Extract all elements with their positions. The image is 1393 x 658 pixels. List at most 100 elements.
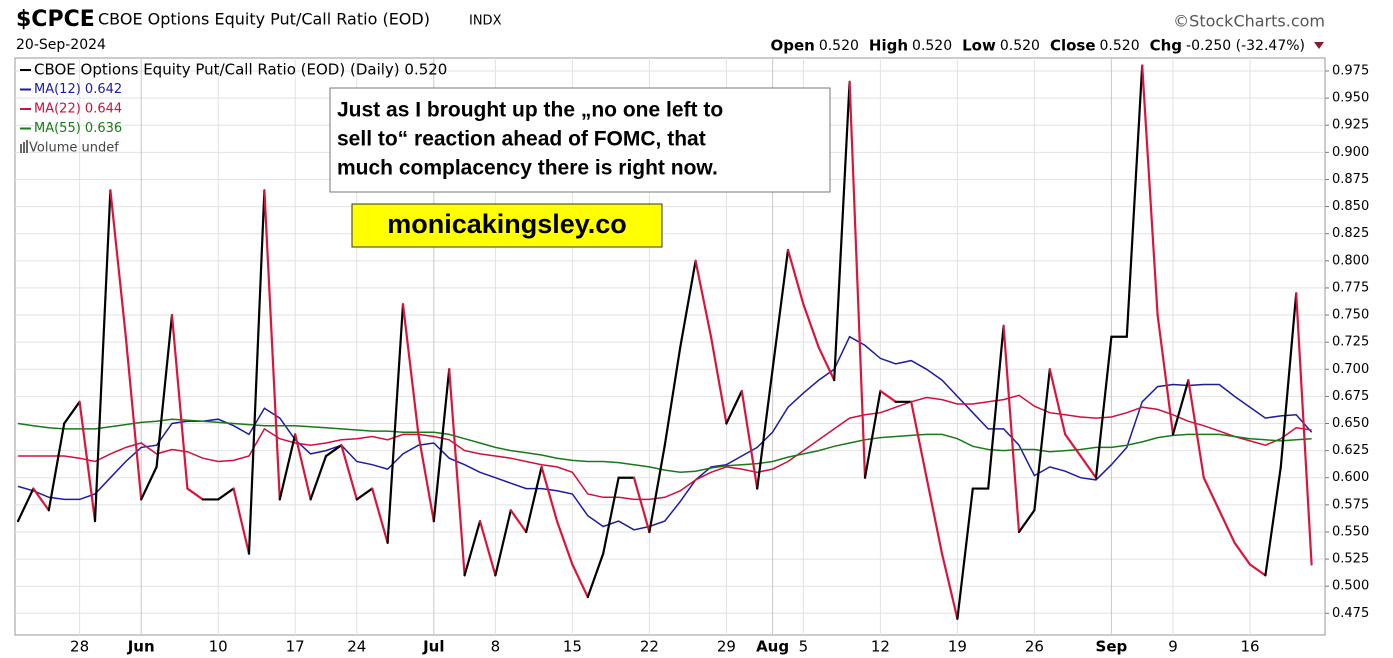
price-segment (1125, 64, 1144, 338)
legend-label: MA(55) 0.636 (34, 121, 122, 136)
price-segment (863, 389, 882, 479)
quote-label: Open (770, 37, 814, 55)
price-segment (1064, 433, 1082, 458)
y-tick-label: 0.725 (1332, 335, 1369, 350)
price-segment (879, 389, 897, 403)
x-tick-label: 26 (1025, 638, 1044, 656)
x-tick-label: Jul (422, 638, 444, 656)
price-segment (679, 259, 697, 349)
legend-label: CBOE Options Equity Put/Call Ratio (EOD)… (34, 61, 447, 79)
date: 20-Sep-2024 (16, 37, 106, 53)
x-tick-label: 19 (948, 638, 967, 656)
price-segment (1156, 313, 1175, 436)
legend-label: Volume undef (29, 141, 119, 156)
price-segment (93, 189, 112, 523)
price-segment (925, 476, 944, 555)
price-segment (32, 487, 50, 512)
price-segment (663, 346, 682, 447)
price-segment (386, 303, 405, 544)
x-tick-label: 29 (717, 638, 736, 656)
price-segment (494, 509, 512, 577)
price-segment (309, 454, 328, 501)
volume-icon (23, 142, 25, 153)
x-tick-label: 5 (799, 638, 809, 656)
price-segment (1002, 324, 1021, 534)
price-segment (432, 368, 451, 523)
price-segment (1033, 368, 1051, 512)
x-tick-label: 28 (70, 638, 89, 656)
ma-line (17, 418, 1312, 474)
price-segment (478, 520, 497, 577)
y-tick-label: 0.675 (1332, 389, 1369, 404)
price-segment (725, 389, 743, 425)
x-tick-label: 16 (1240, 638, 1259, 656)
quote-label: High (869, 37, 908, 55)
y-tick-label: 0.750 (1332, 308, 1369, 323)
ma-line (18, 394, 1312, 501)
price-segment (817, 346, 836, 382)
legend: CBOE Options Equity Put/Call Ratio (EOD)… (20, 61, 447, 156)
watermark: monicakingsley.co (387, 209, 627, 239)
price-segment (956, 487, 974, 620)
price-segment (848, 80, 867, 479)
price-segment (1218, 509, 1236, 544)
x-tick-label: 15 (563, 638, 582, 656)
price-segment (170, 313, 189, 490)
price-segment (1202, 476, 1221, 512)
price-segment (355, 487, 374, 501)
y-tick-label: 0.550 (1332, 524, 1369, 539)
y-tick-label: 0.500 (1332, 579, 1369, 594)
y-tick-label: 0.600 (1332, 470, 1369, 485)
price-segment (571, 563, 589, 599)
y-tick-label: 0.650 (1332, 416, 1369, 431)
price-segment (987, 324, 1005, 490)
price-segment (78, 400, 97, 523)
x-tick-label: 8 (491, 638, 501, 656)
y-tick-label: 0.875 (1332, 172, 1369, 187)
price-segment (1279, 292, 1298, 468)
price-segment (1187, 379, 1205, 479)
price-segment (1079, 454, 1098, 479)
x-tick-label: Sep (1096, 638, 1128, 656)
annotation: Just as I brought up the „no one left to… (337, 99, 723, 180)
price-segment (632, 476, 651, 534)
quote-label: Low (962, 37, 996, 55)
price-segment (648, 444, 666, 534)
quote: -0.250 (-32.47%)Chg0.520Close0.520Low0.5… (770, 37, 1305, 55)
ma-line (17, 335, 1313, 531)
price-segment (247, 189, 266, 555)
y-tick-label: 0.925 (1332, 118, 1369, 133)
quote-value: 0.520 (912, 38, 952, 54)
y-tick-label: 0.775 (1332, 280, 1369, 295)
exchange: INDX (469, 14, 502, 29)
price-segment (1141, 64, 1159, 317)
annotation-line: Just as I brought up the „no one left to (337, 99, 723, 122)
price-segment (709, 335, 728, 425)
annotation-box (329, 87, 831, 193)
y-tick-label: 0.625 (1332, 443, 1369, 458)
source: ©StockCharts.com (1173, 12, 1325, 31)
price-segment (586, 552, 605, 599)
price-segment (294, 433, 312, 501)
price-segment (602, 476, 620, 555)
price-segment (448, 368, 466, 577)
legend-label: MA(22) 0.644 (34, 102, 122, 117)
y-tick-label: 0.525 (1332, 552, 1369, 567)
price-segment (109, 189, 127, 338)
price-segment (1295, 292, 1313, 566)
x-tick-label: 22 (640, 638, 659, 656)
x-tick-label: Jun (127, 638, 155, 656)
y-tick-label: 0.700 (1332, 362, 1369, 377)
legend-label: MA(12) 0.642 (34, 82, 122, 97)
price-segment (401, 303, 420, 436)
quote-label: Chg (1150, 37, 1182, 55)
price-segment (47, 422, 66, 512)
price-segment (740, 389, 759, 490)
price-segment (540, 465, 559, 523)
price-segment (463, 520, 482, 577)
price-segment (232, 487, 251, 555)
price-segment (910, 400, 928, 479)
price-segment (1264, 465, 1282, 577)
